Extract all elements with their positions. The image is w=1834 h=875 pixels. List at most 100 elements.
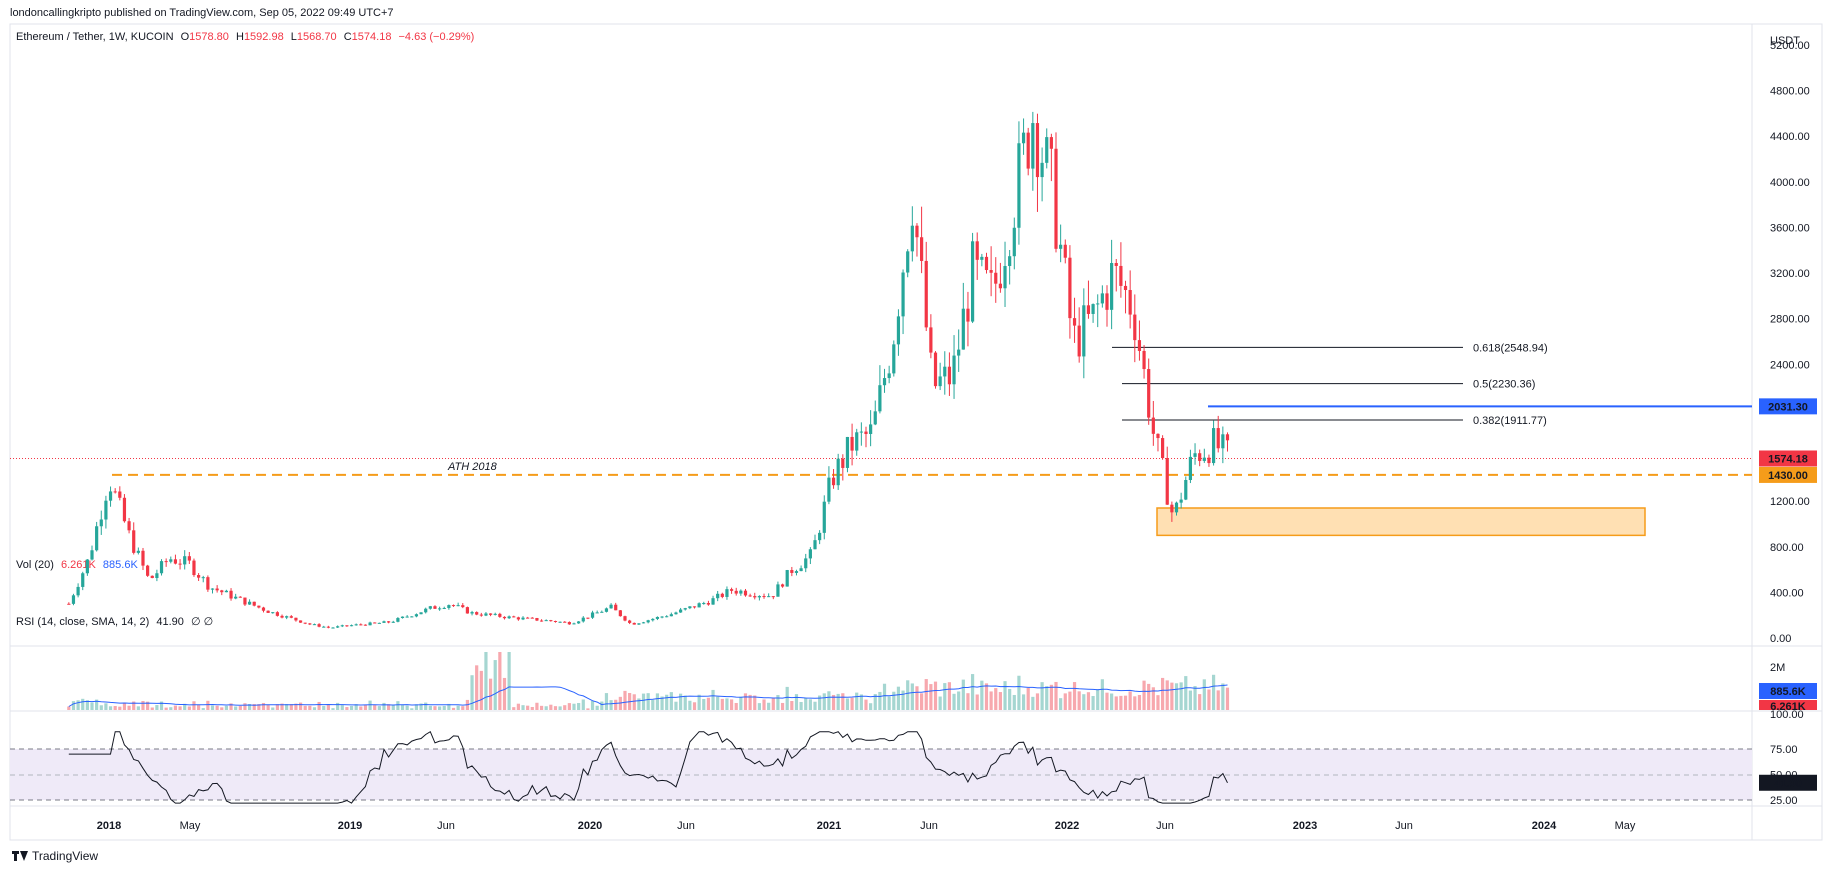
volume-bar — [1193, 686, 1197, 710]
volume-bar — [841, 693, 845, 710]
candle-body — [595, 612, 599, 614]
volume-bar — [859, 694, 863, 710]
volume-bar — [280, 703, 284, 710]
candle-body — [502, 616, 507, 619]
candle-body — [238, 596, 242, 598]
candle-body — [183, 556, 187, 565]
volume-bar — [400, 705, 405, 710]
ath-price-badge-bg — [1759, 466, 1817, 483]
volume-bar — [442, 705, 446, 710]
volume-bar — [1216, 690, 1220, 710]
candle-body — [271, 612, 275, 614]
candle-body — [590, 612, 595, 618]
volume-bar — [1202, 679, 1206, 710]
candle-body — [984, 256, 989, 271]
candle-body — [526, 617, 530, 619]
candle-body — [878, 385, 882, 412]
candle-body — [1161, 438, 1165, 459]
volume-bar — [132, 701, 136, 710]
last-price-badge: 1574.18 — [1768, 453, 1808, 465]
volume-bar — [461, 706, 465, 710]
volume-bar — [785, 686, 789, 710]
volume-bar — [984, 683, 989, 710]
candle-body — [1082, 305, 1086, 357]
volume-bar — [1017, 675, 1021, 710]
candle-body — [1077, 325, 1081, 357]
candle-body — [567, 622, 571, 625]
candle-body — [345, 625, 349, 627]
candle-body — [243, 597, 247, 605]
volume-bar — [600, 701, 604, 710]
candle-body — [808, 549, 812, 559]
volume-bar — [456, 705, 460, 710]
volume-sma-badge: 885.6K — [1770, 686, 1806, 698]
volume-bar — [150, 707, 154, 710]
volume-bar — [553, 706, 558, 710]
candle-body — [669, 614, 673, 617]
candle-body — [498, 613, 502, 617]
volume-bar — [391, 705, 395, 710]
volume-bar — [558, 706, 562, 710]
tradingview-logo-icon — [12, 851, 28, 861]
candle-body — [456, 605, 460, 607]
volume-bar — [90, 702, 94, 710]
volume-bar — [433, 706, 437, 710]
volume-bar — [855, 692, 859, 710]
rsi-tick-label: 75.00 — [1770, 744, 1798, 756]
candle-body — [975, 241, 979, 260]
volume-bar — [178, 706, 182, 710]
volume-bar — [1133, 696, 1137, 710]
price-tick-label: 5200.00 — [1770, 40, 1810, 52]
candle-body — [1035, 123, 1040, 178]
price-tick-label: 800.00 — [1770, 542, 1804, 554]
volume-bar — [354, 704, 358, 710]
candle-body — [558, 621, 562, 623]
candle-body — [679, 609, 683, 613]
tradingview-footer[interactable]: TradingView — [12, 849, 98, 863]
candle-body — [1031, 123, 1035, 169]
volume-bar — [692, 702, 697, 710]
volume-bar — [271, 707, 275, 710]
volume-bar — [220, 707, 224, 710]
time-tick-label: 2022 — [1055, 820, 1079, 832]
volume-bar — [729, 699, 734, 710]
candle-body — [354, 624, 358, 626]
close-label: C — [343, 31, 352, 43]
candle-body — [512, 616, 516, 618]
volume-bar — [864, 699, 868, 710]
volume-bar — [405, 705, 409, 710]
candle-body — [447, 605, 451, 608]
currency-label: USDT — [1770, 35, 1800, 47]
candle-body — [753, 596, 757, 598]
candle-body — [1105, 293, 1109, 310]
candle-body — [743, 590, 748, 596]
candle-body — [308, 623, 312, 625]
candle-body — [141, 550, 145, 566]
candle-body — [910, 225, 914, 252]
candle-body — [521, 617, 525, 620]
volume-bar — [1156, 695, 1160, 710]
volume-bar — [933, 681, 938, 710]
rsi-extra: ∅ ∅ — [190, 616, 214, 628]
candle-body — [155, 573, 159, 579]
candle-body — [488, 613, 493, 615]
candle-body — [1128, 290, 1132, 315]
candle-body — [549, 620, 553, 622]
volume-bar — [1077, 691, 1081, 710]
volume-bar — [298, 702, 303, 710]
volume-bar — [169, 707, 173, 710]
volume-bar — [655, 693, 660, 710]
candle-body — [85, 559, 89, 574]
price-tick-label: 4800.00 — [1770, 86, 1810, 98]
volume-bar — [1184, 676, 1188, 710]
volume-bar — [507, 652, 511, 710]
candle-body — [961, 308, 965, 350]
volume-bar — [257, 704, 261, 710]
candle-body — [1045, 137, 1049, 163]
candle-body — [933, 352, 938, 387]
volume-bar — [1123, 695, 1128, 710]
volume-bar — [799, 701, 803, 710]
time-tick-label: May — [1615, 820, 1636, 832]
candle-body — [298, 620, 303, 623]
